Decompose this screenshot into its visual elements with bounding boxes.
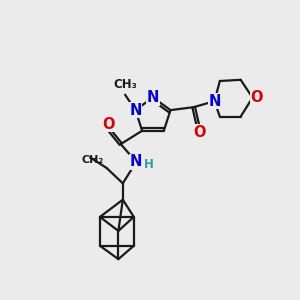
Text: O: O	[102, 117, 115, 132]
Text: CH₂: CH₂	[81, 155, 104, 165]
Text: N: N	[208, 94, 221, 109]
Text: N: N	[130, 154, 142, 169]
Text: O: O	[194, 125, 206, 140]
Text: O: O	[251, 90, 263, 105]
Text: H: H	[144, 158, 154, 171]
Text: CH₃: CH₃	[113, 78, 137, 91]
Text: N: N	[147, 90, 159, 105]
Text: N: N	[129, 103, 142, 118]
